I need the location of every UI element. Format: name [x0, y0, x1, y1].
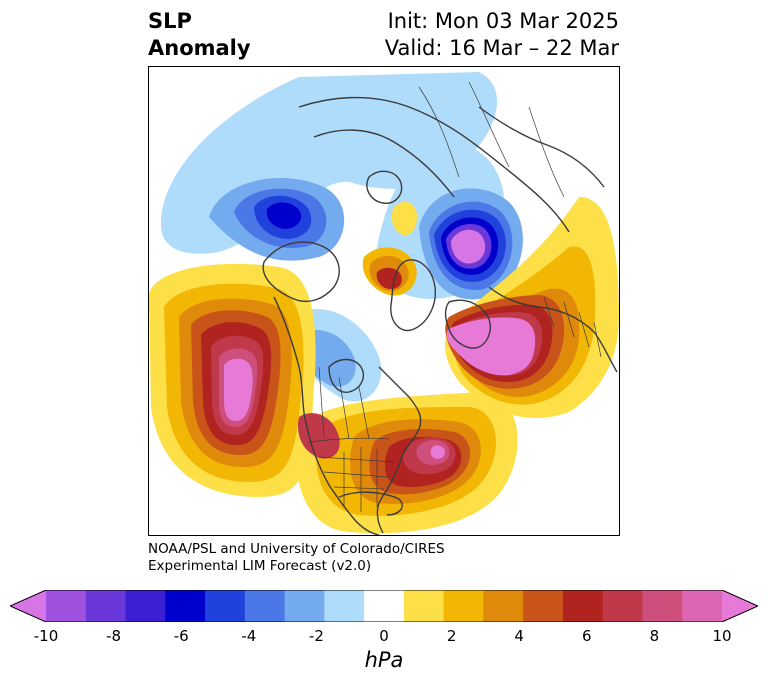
credit-organization: NOAA/PSL and University of Colorado/CIRE…	[148, 541, 445, 557]
colorbar-bin	[443, 590, 484, 622]
colorbar-bin	[244, 590, 286, 622]
colorbar-bin	[562, 590, 604, 622]
colorbar-tick-label: 6	[582, 627, 592, 645]
alaska-low-core	[266, 202, 302, 229]
title-right: Init: Mon 03 Mar 2025 Valid: 16 Mar – 22…	[385, 8, 619, 62]
coastlines	[262, 96, 618, 535]
coastline-northern-islands	[366, 170, 403, 204]
greenland-high	[391, 201, 417, 236]
coastline-gulf-of-mexico	[338, 491, 403, 516]
colorbar-bin	[205, 590, 246, 622]
colorbar-tick-label: -2	[308, 627, 324, 645]
border-us-states	[318, 447, 395, 512]
credit-text: NOAA/PSL and University of Colorado/CIRE…	[148, 541, 445, 575]
coastline-europe	[488, 286, 618, 373]
colorbar-extend-max	[722, 590, 758, 622]
coastline-hudson-bay	[328, 358, 365, 393]
title-anomaly: Anomaly	[148, 36, 251, 60]
west-coast-high	[297, 413, 340, 459]
colorbar-bin	[165, 590, 206, 622]
eurasia-high-peak	[446, 317, 536, 376]
colorbar-bin	[125, 590, 166, 622]
anomaly-map	[149, 72, 619, 535]
colorbar-bin	[483, 590, 524, 622]
atlantic-high-peak	[430, 445, 445, 459]
borders	[308, 81, 602, 512]
colorbar-bin	[46, 590, 87, 622]
border-russia	[418, 81, 565, 198]
colorbar-tick-label: 0	[379, 627, 389, 645]
colorbar-tick-label: 2	[446, 627, 457, 645]
colorbar-bin	[602, 590, 643, 622]
colorbar-segments	[10, 590, 758, 622]
coastline-siberia	[313, 129, 455, 198]
colorbar-tick-label: -6	[173, 627, 189, 645]
colorbar-tick-label: 4	[514, 627, 524, 645]
map-panel	[148, 66, 620, 536]
colorbar-bin	[364, 590, 405, 622]
colorbar-extend-min	[10, 590, 46, 622]
colorbar-bin	[642, 590, 683, 622]
credit-product: Experimental LIM Forecast (v2.0)	[148, 558, 372, 574]
border-canada-provinces	[318, 366, 370, 440]
colorbar-tick-label: 10	[712, 627, 732, 645]
coastline-north-america-east	[376, 366, 422, 534]
colorbar-bin	[403, 590, 445, 622]
coastline-alaska	[262, 241, 340, 303]
coastline-scandinavia	[444, 299, 491, 349]
pacific-high-peak	[224, 358, 253, 421]
colorbar-bin	[324, 590, 365, 622]
coastline-east-asia	[478, 106, 605, 188]
colorbar-tick-label: -4	[241, 627, 257, 645]
colorbar-tick-label: -8	[106, 627, 122, 645]
colorbar	[10, 590, 758, 622]
coastline-eurasia-north	[298, 96, 570, 233]
arctic-low-peak	[451, 229, 486, 264]
colorbar-bin	[85, 590, 127, 622]
title-left: SLP Anomaly	[148, 8, 251, 62]
anomaly-fields	[149, 72, 619, 534]
border-europe	[543, 296, 602, 358]
coastline-north-america-west	[273, 296, 380, 535]
colorbar-tick-label: 8	[649, 627, 660, 645]
colorbar-bin	[682, 590, 723, 622]
title-variable: SLP	[148, 9, 192, 33]
valid-range: Valid: 16 Mar – 22 Mar	[384, 36, 619, 60]
colorbar-tick-label: -10	[33, 627, 59, 645]
colorbar-bin	[284, 590, 325, 622]
coastline-greenland	[390, 259, 436, 332]
init-date: Init: Mon 03 Mar 2025	[387, 9, 619, 33]
colorbar-unit: hPa	[364, 648, 404, 672]
border-us-canada	[308, 437, 390, 443]
pole-marker	[380, 297, 390, 307]
colorbar-bin	[523, 590, 564, 622]
